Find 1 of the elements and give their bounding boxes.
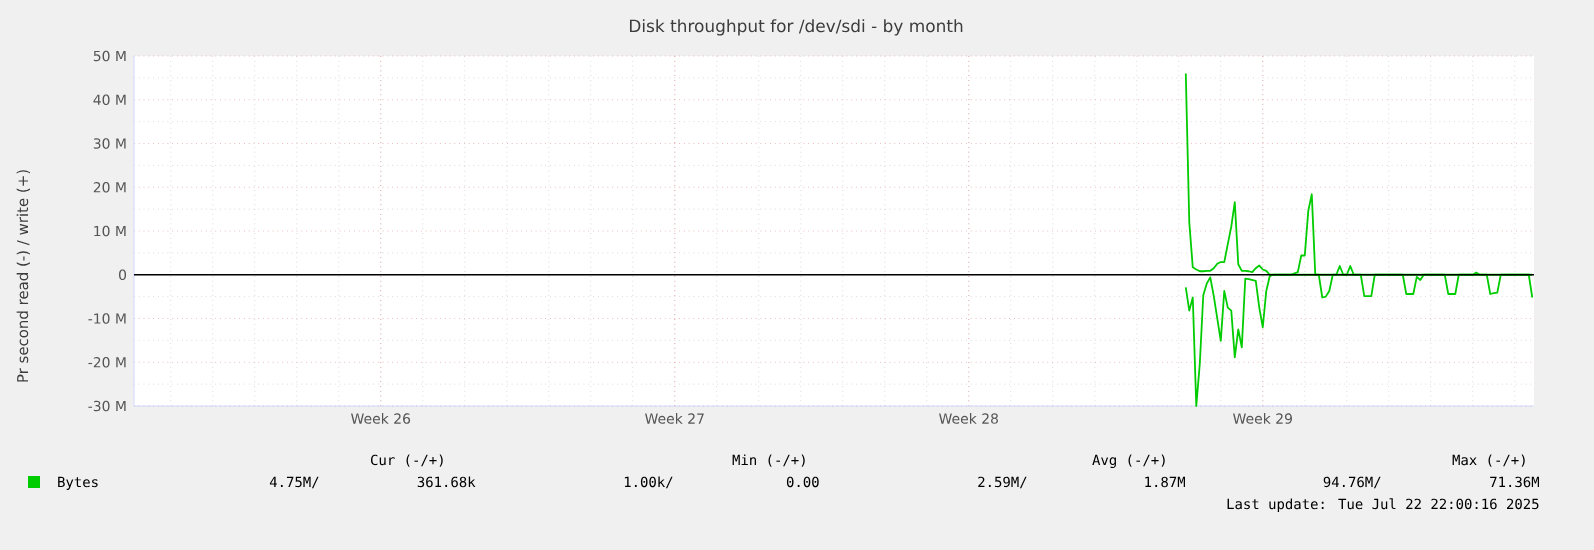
chart-title: Disk throughput for /dev/sdi - by month	[629, 19, 963, 36]
